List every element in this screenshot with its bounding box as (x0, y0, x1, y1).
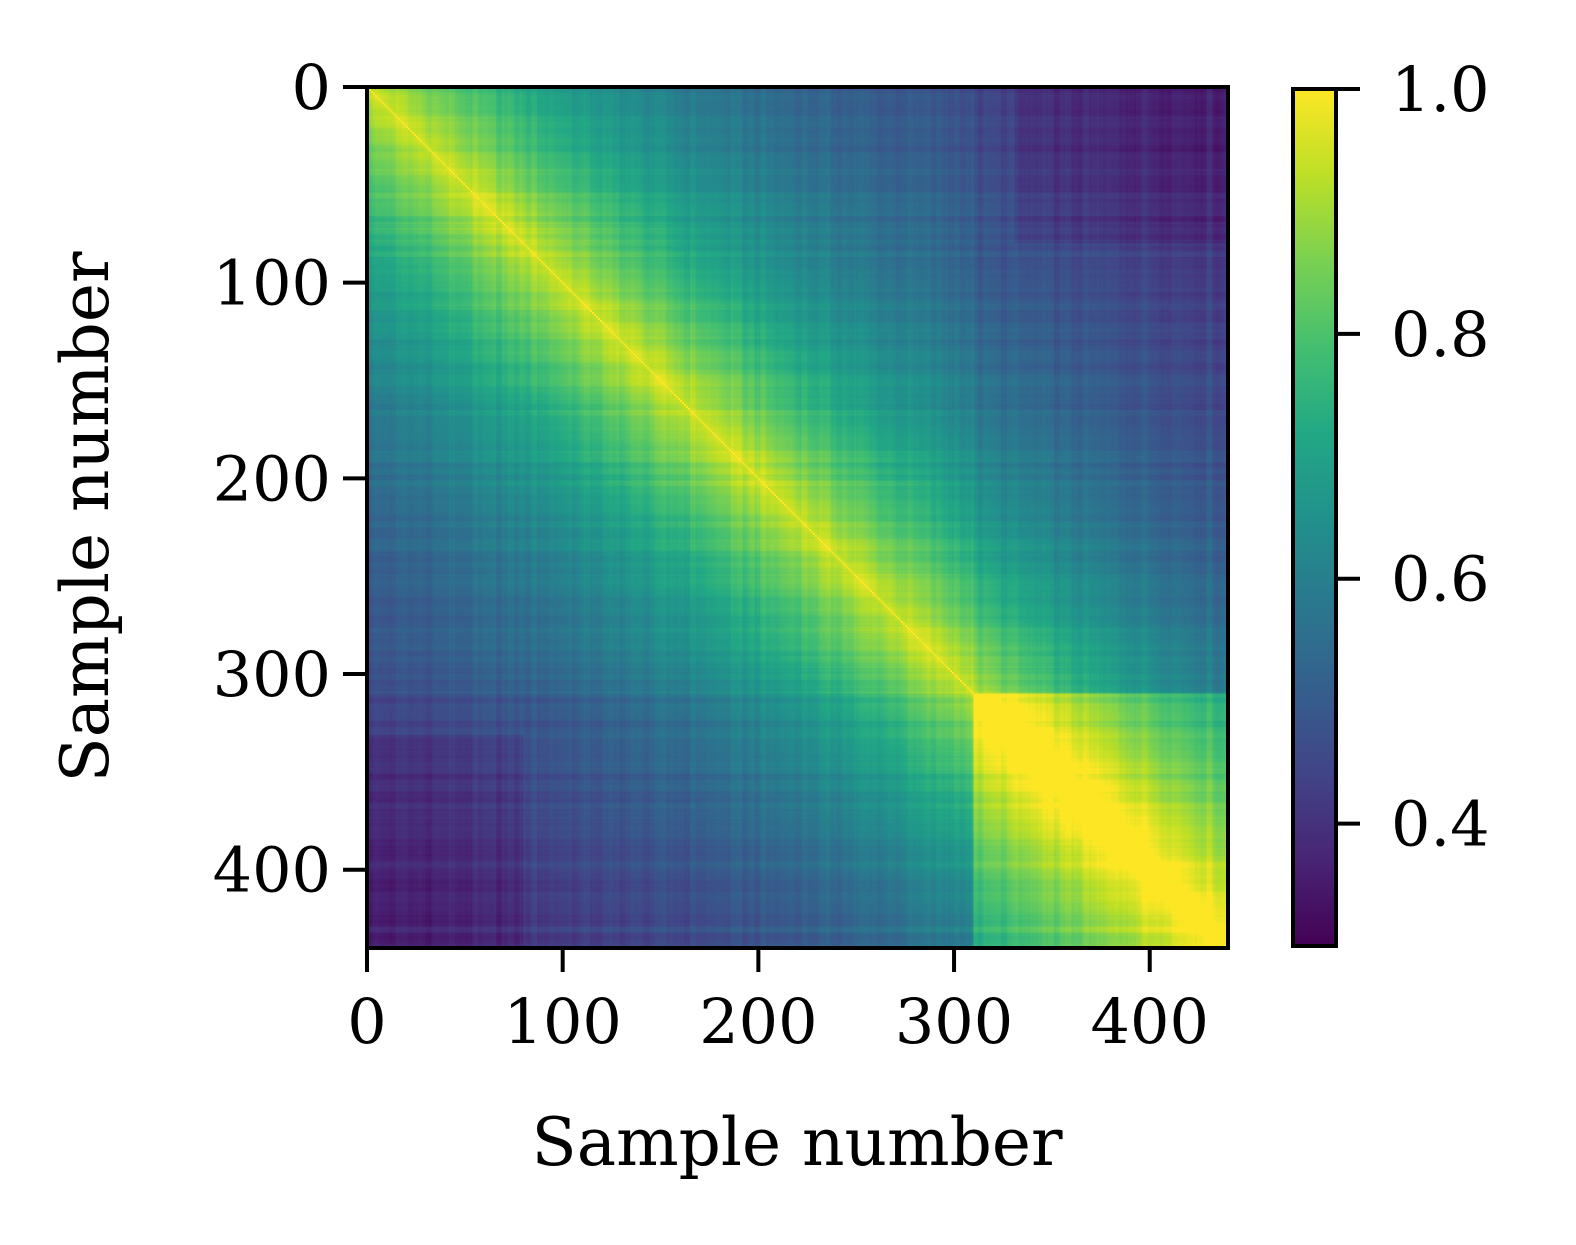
y-tick-label: 200 (213, 442, 331, 515)
colorbar-ticks: 0.4 0.6 0.8 1.0 (1336, 53, 1490, 861)
colorbar-tick-label: 1.0 (1391, 53, 1490, 126)
x-tick-label: 400 (1091, 985, 1209, 1058)
x-tick-label: 100 (504, 985, 622, 1058)
x-tick-label: 200 (699, 985, 817, 1058)
heatmap-cells (367, 87, 1228, 948)
colorbar-tick-label: 0.4 (1391, 788, 1490, 861)
y-tick-label: 400 (213, 834, 331, 907)
colorbar-tick-label: 0.8 (1391, 298, 1490, 371)
colorbar-tick-label: 0.6 (1391, 543, 1490, 616)
y-axis-label: Sample number (47, 251, 124, 782)
heatmap-frame (365, 85, 1230, 950)
x-tick-label: 300 (895, 985, 1013, 1058)
colorbar-gradient (1293, 89, 1336, 946)
x-tick-label: 0 (347, 985, 386, 1058)
colorbar-frame (1291, 87, 1338, 948)
x-axis-ticks: 0 100 200 300 400 (347, 948, 1209, 1058)
colorbar: 0.4 0.6 0.8 1.0 (1291, 53, 1490, 948)
y-tick-label: 0 (292, 51, 331, 124)
y-axis-ticks: 0 100 200 300 400 (213, 51, 367, 907)
x-axis-label: Sample number (532, 1104, 1063, 1181)
y-tick-label: 100 (213, 247, 331, 320)
heatmap-plot-area (365, 85, 1230, 950)
y-tick-label: 300 (213, 638, 331, 711)
